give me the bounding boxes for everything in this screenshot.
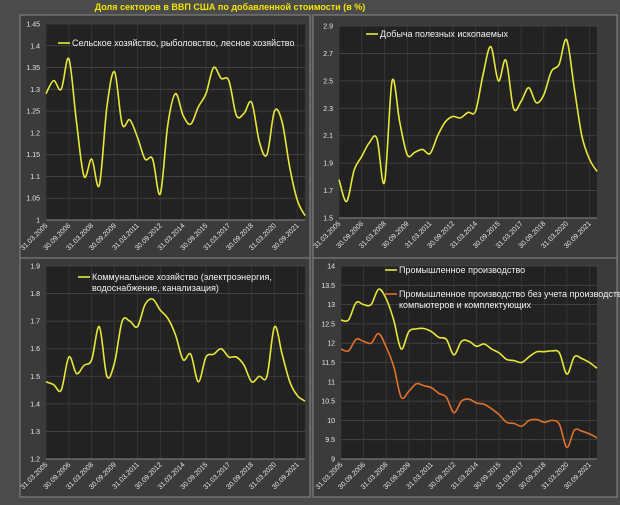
y-tick-label: 12 [327, 341, 335, 348]
series-line-1 [338, 38, 598, 203]
y-tick-label: 1.45 [26, 22, 40, 29]
y-tick-label: 10 [327, 418, 335, 425]
series-line-1 [45, 298, 306, 402]
legend-label: Промышленное производство [399, 265, 525, 275]
y-tick-label: 1.05 [26, 196, 40, 203]
legend-label: Коммунальное хозяйство (электроэнергия, [92, 272, 272, 282]
y-tick-label: 2.9 [323, 24, 333, 31]
y-tick-label: 1.9 [30, 264, 40, 271]
y-tick-label: 1.7 [323, 188, 333, 195]
y-tick-label: 9 [331, 457, 335, 464]
y-tick-label: 2.5 [323, 78, 333, 85]
y-tick-label: 1.35 [26, 65, 40, 72]
chart-panel-2: 1.51.71.92.12.32.52.72.931.03.200530.09.… [312, 14, 618, 259]
plot-area [46, 266, 305, 459]
y-tick-label: 1.8 [30, 291, 40, 298]
y-tick-label: 13 [327, 302, 335, 309]
y-tick-label: 1.3 [30, 87, 40, 94]
series-line-1 [340, 288, 598, 375]
legend-label: Промышленное производство без учета прои… [399, 289, 620, 299]
plot-area [46, 24, 305, 220]
series-line-2 [340, 332, 598, 449]
y-tick-label: 9.5 [325, 437, 335, 444]
series-line-1 [45, 57, 306, 216]
y-tick-label: 1.1 [30, 174, 40, 181]
y-tick-label: 1.2 [30, 457, 40, 464]
legend-label: Сельское хозяйство, рыболовство, лесное … [72, 38, 295, 48]
plot-area [339, 26, 597, 218]
legend-label: водоснабжение, канализация) [92, 283, 219, 293]
y-tick-label: 1.5 [30, 374, 40, 381]
y-tick-label: 1.2 [30, 130, 40, 137]
chart-panel-3: 1.21.31.41.51.61.71.81.931.03.200530.09.… [19, 257, 311, 498]
y-tick-label: 2.1 [323, 133, 333, 140]
y-tick-label: 1.15 [26, 152, 40, 159]
y-tick-label: 1.7 [30, 319, 40, 326]
y-tick-label: 1.5 [323, 216, 333, 223]
chart-panel-1: 11.051.11.151.21.251.31.351.41.4531.03.2… [19, 14, 311, 259]
chart-panel-4: 99.51010.51111.51212.51313.51431.03.2005… [312, 257, 620, 498]
legend-label: Добыча полезных ископаемых [380, 29, 508, 39]
y-tick-label: 1.3 [30, 429, 40, 436]
y-tick-label: 12.5 [321, 321, 335, 328]
y-tick-label: 13.5 [321, 283, 335, 290]
legend-label: компьютеров и комплектующих [399, 300, 531, 310]
y-tick-label: 1.25 [26, 109, 40, 116]
y-tick-label: 11.5 [322, 360, 335, 367]
y-tick-label: 1.9 [323, 161, 333, 168]
y-tick-label: 1.4 [30, 401, 40, 408]
figure-title: Доля секторов в ВВП США по добавленной с… [95, 2, 366, 12]
y-tick-label: 10.5 [321, 399, 335, 406]
y-tick-label: 11 [328, 379, 335, 386]
y-tick-label: 2.7 [323, 51, 333, 58]
y-tick-label: 1 [36, 218, 40, 225]
y-tick-label: 1.6 [30, 346, 40, 353]
y-tick-label: 1.4 [30, 43, 40, 50]
y-tick-label: 14 [327, 264, 335, 271]
y-tick-label: 2.3 [323, 106, 333, 113]
